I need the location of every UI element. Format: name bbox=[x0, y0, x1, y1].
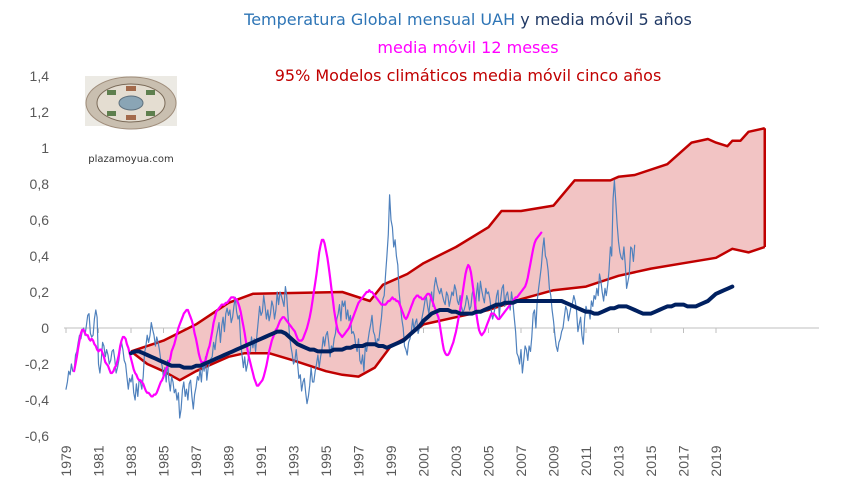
chart-title: Temperatura Global mensual UAH y media m… bbox=[243, 10, 692, 85]
x-axis: 1979 1981 1983 1985 1987 1989 1991 1993 1995 1997… bbox=[58, 327, 819, 477]
site-logo: plazamoyua.com bbox=[85, 76, 177, 165]
x-tick-label: 1981 bbox=[91, 445, 107, 476]
model-band-upper-line bbox=[130, 126, 766, 353]
x-tick-label: 2007 bbox=[513, 445, 529, 476]
x-tick-label: 1997 bbox=[351, 445, 367, 476]
x-tick-label: 1991 bbox=[253, 445, 269, 476]
y-tick-label: 0,8 bbox=[30, 176, 50, 192]
y-tick-label: 1,4 bbox=[30, 68, 50, 84]
model-band-area bbox=[131, 128, 765, 381]
y-axis: 1,4 1,2 1 0,8 0,6 0,4 0,2 0 -0,2 -0,4 -0,6 bbox=[25, 68, 49, 444]
title-line: Temperatura Global mensual UAH y media m… bbox=[243, 10, 692, 29]
moving-average-5-line bbox=[129, 284, 735, 370]
x-tick-label: 2001 bbox=[416, 445, 432, 476]
x-tick-label: 2019 bbox=[708, 445, 724, 476]
x-tick-label: 1979 bbox=[58, 445, 74, 476]
y-tick-label: -0,2 bbox=[25, 356, 49, 372]
title-line: media móvil 12 meses bbox=[377, 38, 558, 57]
y-tick-label: -0,6 bbox=[25, 428, 49, 444]
y-tick-label: 0,6 bbox=[30, 212, 50, 228]
title-segment: y media móvil 5 años bbox=[515, 10, 692, 29]
title-segment: 95% Modelos climáticos media móvil cinco… bbox=[275, 66, 662, 85]
logo-caption: plazamoyua.com bbox=[88, 154, 173, 165]
x-tick-label: 1983 bbox=[123, 445, 139, 476]
logo-garden-bed bbox=[107, 90, 116, 95]
y-tick-label: 1 bbox=[41, 140, 49, 156]
x-tick-label: 1989 bbox=[221, 445, 237, 476]
logo-garden-bed bbox=[107, 111, 116, 116]
x-tick-label: 2017 bbox=[676, 445, 692, 476]
y-tick-label: 0,4 bbox=[30, 248, 50, 264]
moving-average-12-line bbox=[72, 231, 543, 398]
plot-area bbox=[65, 126, 766, 419]
title-segment: Temperatura Global mensual UAH bbox=[243, 10, 515, 29]
y-tick-label: 1,2 bbox=[30, 104, 50, 120]
logo-garden-bed bbox=[126, 115, 136, 120]
x-tick-label: 1999 bbox=[383, 445, 399, 476]
y-tick-label: 0 bbox=[41, 320, 49, 336]
x-tick-label: 1995 bbox=[318, 445, 334, 476]
x-tick-label: 2011 bbox=[578, 446, 594, 476]
y-tick-label: -0,4 bbox=[25, 392, 49, 408]
x-tick-label: 1993 bbox=[286, 445, 302, 476]
x-tick-label: 1985 bbox=[156, 445, 172, 476]
title-segment: media móvil 12 meses bbox=[377, 38, 558, 57]
x-tick-label: 2013 bbox=[611, 445, 627, 476]
x-tick-label: 2015 bbox=[643, 445, 659, 476]
logo-emblem-pool bbox=[118, 95, 144, 111]
y-tick-label: 0,2 bbox=[30, 284, 50, 300]
x-tick-label: 2003 bbox=[448, 445, 464, 476]
logo-garden-bed bbox=[126, 86, 136, 91]
x-tick-label: 2005 bbox=[481, 445, 497, 476]
logo-garden-bed bbox=[146, 111, 155, 116]
title-line: 95% Modelos climáticos media móvil cinco… bbox=[275, 66, 662, 85]
x-tick-label: 2009 bbox=[546, 445, 562, 476]
logo-garden-bed bbox=[146, 90, 155, 95]
x-tick-label: 1987 bbox=[188, 445, 204, 476]
